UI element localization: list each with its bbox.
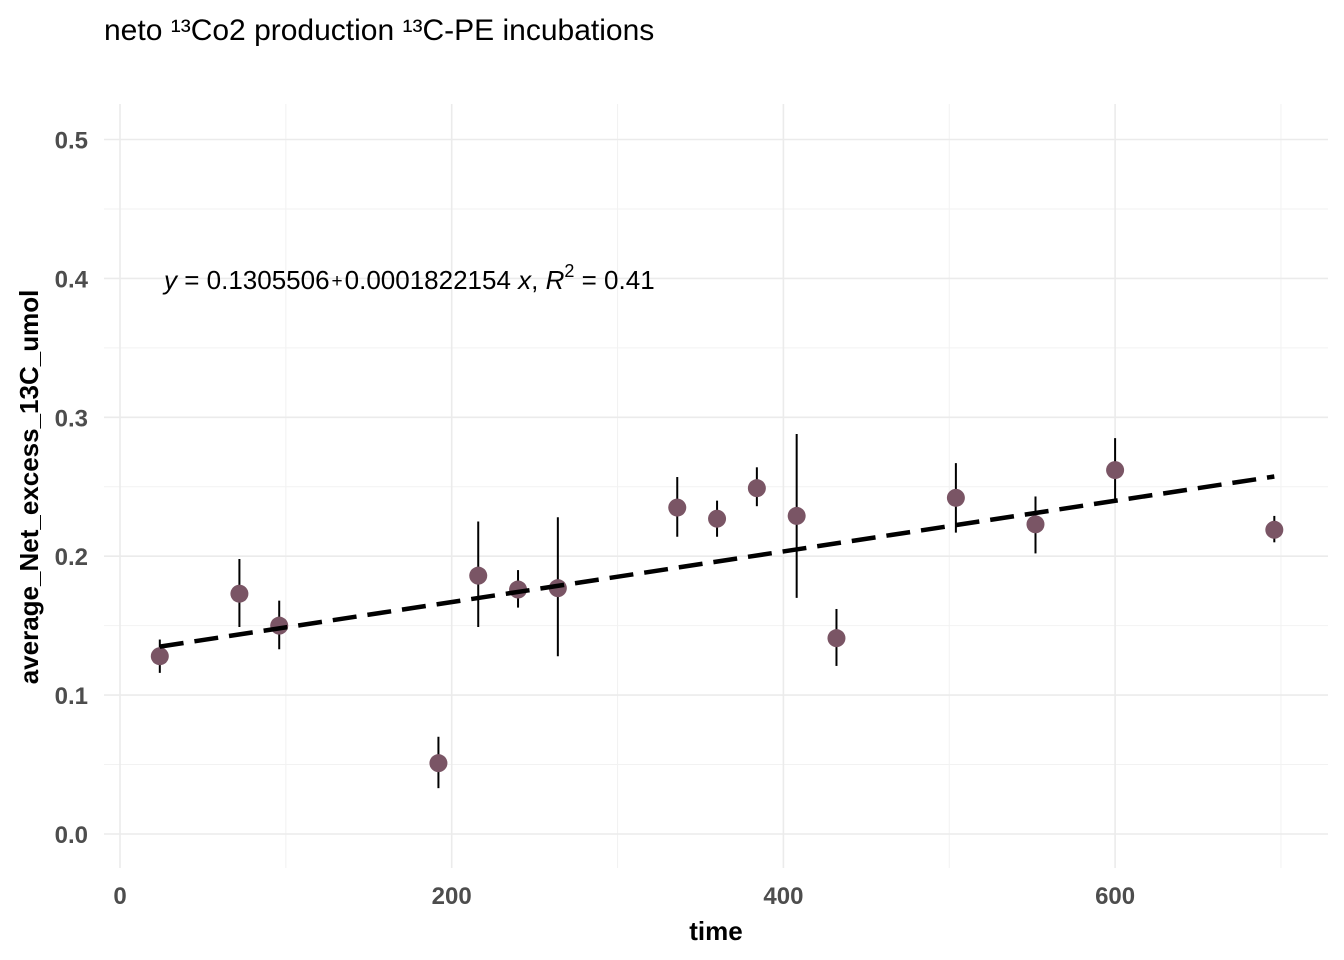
x-axis-title: time [689,916,742,946]
data-point [708,509,727,528]
data-point [827,629,846,648]
x-tick-label: 200 [432,883,472,910]
y-tick-label: 0.5 [55,128,88,155]
y-tick-label: 0.1 [55,683,88,710]
regression-equation: y = 0.1305506 +0.0001822154 x, R2 = 0.41 [162,261,655,295]
eq-r-symbol: R [546,265,565,295]
x-axis-ticks: 0 200 400 600 [113,883,1135,910]
y-axis-title: average_Net_excess_13C_umol [14,290,44,685]
data-point [150,647,169,666]
y-axis-ticks: 0.0 0.1 0.2 0.3 0.4 0.5 [55,128,89,850]
data-point [1106,461,1125,480]
eq-r-superscript: 2 [564,261,574,281]
data-point [429,754,448,773]
y-tick-label: 0.2 [55,544,88,571]
x-tick-label: 600 [1095,883,1135,910]
data-point [668,498,687,517]
data-point [1026,515,1045,534]
data-points [150,461,1284,773]
chart-title: neto ¹³Co2 production ¹³C-PE incubations [104,14,654,47]
data-point [230,584,249,603]
data-point [946,488,965,507]
eq-y-symbol: y [162,265,179,295]
eq-r-value: = 0.41 [574,265,654,295]
grid-major [104,104,1328,868]
x-tick-label: 400 [763,883,803,910]
x-tick-label: 0 [113,883,126,910]
data-point [787,506,806,525]
eq-comma: , [531,265,545,295]
y-tick-label: 0.4 [55,266,89,293]
data-point [1265,520,1284,539]
regression-line [159,474,1275,649]
eq-x-symbol: x [516,265,532,295]
y-tick-label: 0.3 [55,405,88,432]
data-point [469,566,488,585]
eq-plus: + [332,271,343,292]
eq-intercept: = 0.1305506 [177,265,330,295]
data-point [747,479,766,498]
y-tick-label: 0.0 [55,822,88,849]
eq-slope: 0.0001822154 [345,265,519,295]
grid-minor [104,104,1328,868]
